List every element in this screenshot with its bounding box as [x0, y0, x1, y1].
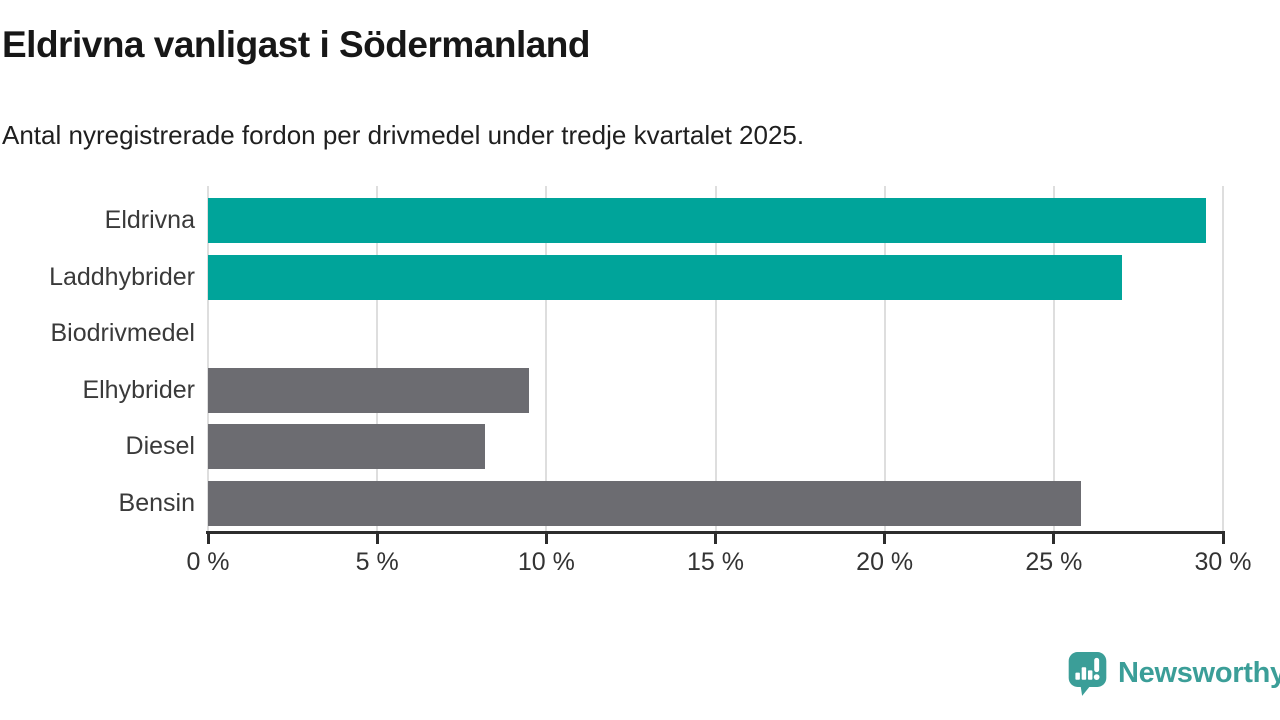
- gridline-30: [1222, 186, 1224, 531]
- x-axis-tick-label-20: 20 %: [856, 548, 914, 576]
- bar-diesel: [208, 424, 486, 470]
- x-axis-tick-label-5: 5 %: [355, 548, 399, 576]
- x-axis-tick-label-0: 0 %: [186, 548, 230, 576]
- gridline-20: [883, 186, 886, 531]
- logo-bar-2: [1081, 667, 1087, 680]
- plot-area: [207, 186, 1224, 531]
- x-axis-tick-0: [206, 532, 210, 544]
- bar-elhybrider: [208, 367, 530, 413]
- category-label-laddhybrider: Laddhybrider: [49, 262, 195, 291]
- gridline-5: [376, 186, 379, 531]
- bar-eldrivna: [208, 198, 1207, 243]
- x-axis-tick-label-15: 15 %: [687, 548, 744, 576]
- gridline-15: [714, 186, 717, 531]
- x-axis-tick-label-30: 30 %: [1194, 548, 1252, 576]
- brand-footer: Newsworthy: [1066, 649, 1280, 698]
- chart-title: Eldrivna vanligast i Södermanland: [2, 24, 591, 65]
- gridline-0: [207, 186, 209, 531]
- category-label-eldrivna: Eldrivna: [104, 206, 195, 234]
- x-axis-tick-10: [544, 532, 548, 544]
- category-labels: Eldrivna Laddhybrider Biodrivmedel Elhybrid…: [0, 186, 195, 531]
- x-axis-tick-15: [714, 532, 717, 544]
- x-axis-tick-20: [883, 532, 887, 544]
- x-axis-tick-30: [1221, 532, 1225, 544]
- logo-exclamation-bar: [1094, 657, 1100, 673]
- chart-subtitle: Antal nyregistrerade fordon per drivmede…: [2, 120, 805, 150]
- logo-exclamation-dot: [1093, 674, 1100, 680]
- x-axis-tick-25: [1052, 532, 1056, 544]
- bar-chart: Eldrivna Laddhybrider Biodrivmedel Elhybrid…: [0, 186, 1280, 606]
- newsworthy-logo-icon: [1068, 652, 1107, 696]
- logo-bar-3: [1087, 670, 1093, 680]
- brand-name: Newsworthy: [1118, 657, 1280, 689]
- x-axis-tick-label-10: 10 %: [517, 548, 575, 576]
- logo-bar-1: [1075, 672, 1080, 680]
- category-label-bensin: Bensin: [118, 489, 195, 517]
- bar-laddhybrider: [208, 254, 1122, 300]
- category-label-elhybrider: Elhybrider: [82, 375, 195, 404]
- x-axis-tick-label-25: 25 %: [1025, 548, 1083, 576]
- x-axis-tick-5: [375, 532, 379, 544]
- category-label-biodrivmedel: Biodrivmedel: [50, 319, 195, 348]
- category-label-diesel: Diesel: [125, 432, 195, 461]
- gridline-10: [545, 186, 548, 531]
- gridline-25: [1052, 186, 1055, 531]
- bar-bensin: [208, 481, 1081, 526]
